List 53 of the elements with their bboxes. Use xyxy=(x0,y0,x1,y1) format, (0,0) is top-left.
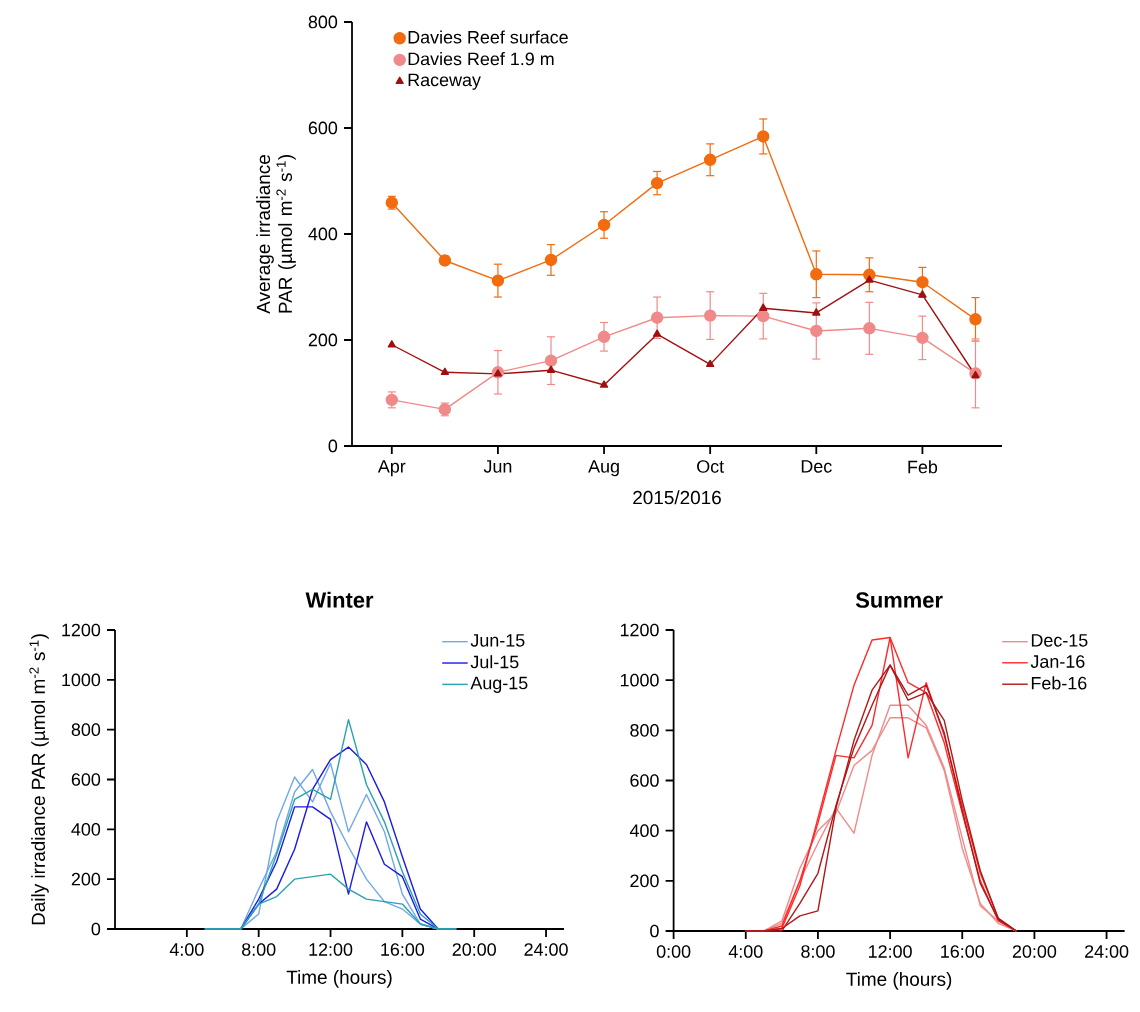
y-tick-label: 1000 xyxy=(62,673,101,687)
legend-label: Feb-16 xyxy=(1031,676,1087,690)
y-tick-label: 800 xyxy=(630,723,659,737)
chart-title: Summer xyxy=(855,592,943,608)
y-tick-label: 200 xyxy=(308,333,338,347)
legend-label: Dec-15 xyxy=(1031,634,1088,647)
y-tick-label: 200 xyxy=(630,874,659,888)
x-tick-label: 8:00 xyxy=(242,943,276,956)
x-tick-label: 4:00 xyxy=(728,945,763,958)
x-axis-title: Time (hours) xyxy=(846,972,952,990)
x-tick-label: 24:00 xyxy=(1085,945,1129,958)
y-tick-label: 0 xyxy=(650,924,659,938)
x-tick-label: 24:00 xyxy=(524,943,568,956)
y-tick-label: 800 xyxy=(71,723,101,736)
x-tick-label: 4:00 xyxy=(169,943,204,956)
legend-label: Raceway xyxy=(408,73,481,90)
x-tick-label: 12:00 xyxy=(869,945,912,958)
legend-label: Jul-15 xyxy=(470,655,519,669)
x-tick-label: Jun xyxy=(483,460,512,473)
legend-label: Aug-15 xyxy=(470,676,528,693)
y-tick-label: 600 xyxy=(71,773,101,786)
x-tick-label: 8:00 xyxy=(801,945,835,958)
y-tick-label: 400 xyxy=(71,822,101,836)
y-tick-label: 0 xyxy=(328,439,338,453)
x-tick-label: 16:00 xyxy=(381,943,425,956)
y-tick-label: 200 xyxy=(71,872,101,886)
legend-label: Jan-16 xyxy=(1030,655,1085,668)
x-tick-label: Feb xyxy=(908,460,938,474)
x-tick-label: 12:00 xyxy=(309,943,353,956)
x-tick-label: 20:00 xyxy=(452,943,496,956)
x-tick-label: 20:00 xyxy=(1012,945,1057,958)
y-tick-label: 1200 xyxy=(620,623,659,637)
x-tick-label: Apr xyxy=(377,460,406,477)
legend-label: Jun-15 xyxy=(470,634,525,647)
y-tick-label: 600 xyxy=(630,774,659,787)
x-tick-label: Dec xyxy=(801,460,832,473)
chart-title: Winter xyxy=(305,591,374,608)
x-tick-label: 0:00 xyxy=(656,945,691,958)
y-axis-title: Daily irradiance PAR (µmol m$^{-2}$ s$^{-1}$) xyxy=(29,634,49,925)
y-tick-label: 600 xyxy=(308,121,338,135)
y-tick-label: 400 xyxy=(308,227,338,241)
x-tick-label: Aug xyxy=(588,460,619,477)
y-tick-label: 400 xyxy=(629,824,659,837)
x-tick-label: 16:00 xyxy=(941,945,984,958)
x-axis-title: Time (hours) xyxy=(286,970,392,988)
legend-label: Davies Reef surface xyxy=(408,30,568,44)
y-tick-label: 1200 xyxy=(62,623,101,637)
legend-label: Davies Reef 1.9 m xyxy=(408,52,554,66)
y-tick-label: 800 xyxy=(308,15,338,29)
y-tick-label: 0 xyxy=(91,922,101,936)
y-tick-label: 1000 xyxy=(620,673,659,687)
x-tick-label: Oct xyxy=(697,460,724,473)
x-axis-title: 2015/2016 xyxy=(633,490,721,505)
